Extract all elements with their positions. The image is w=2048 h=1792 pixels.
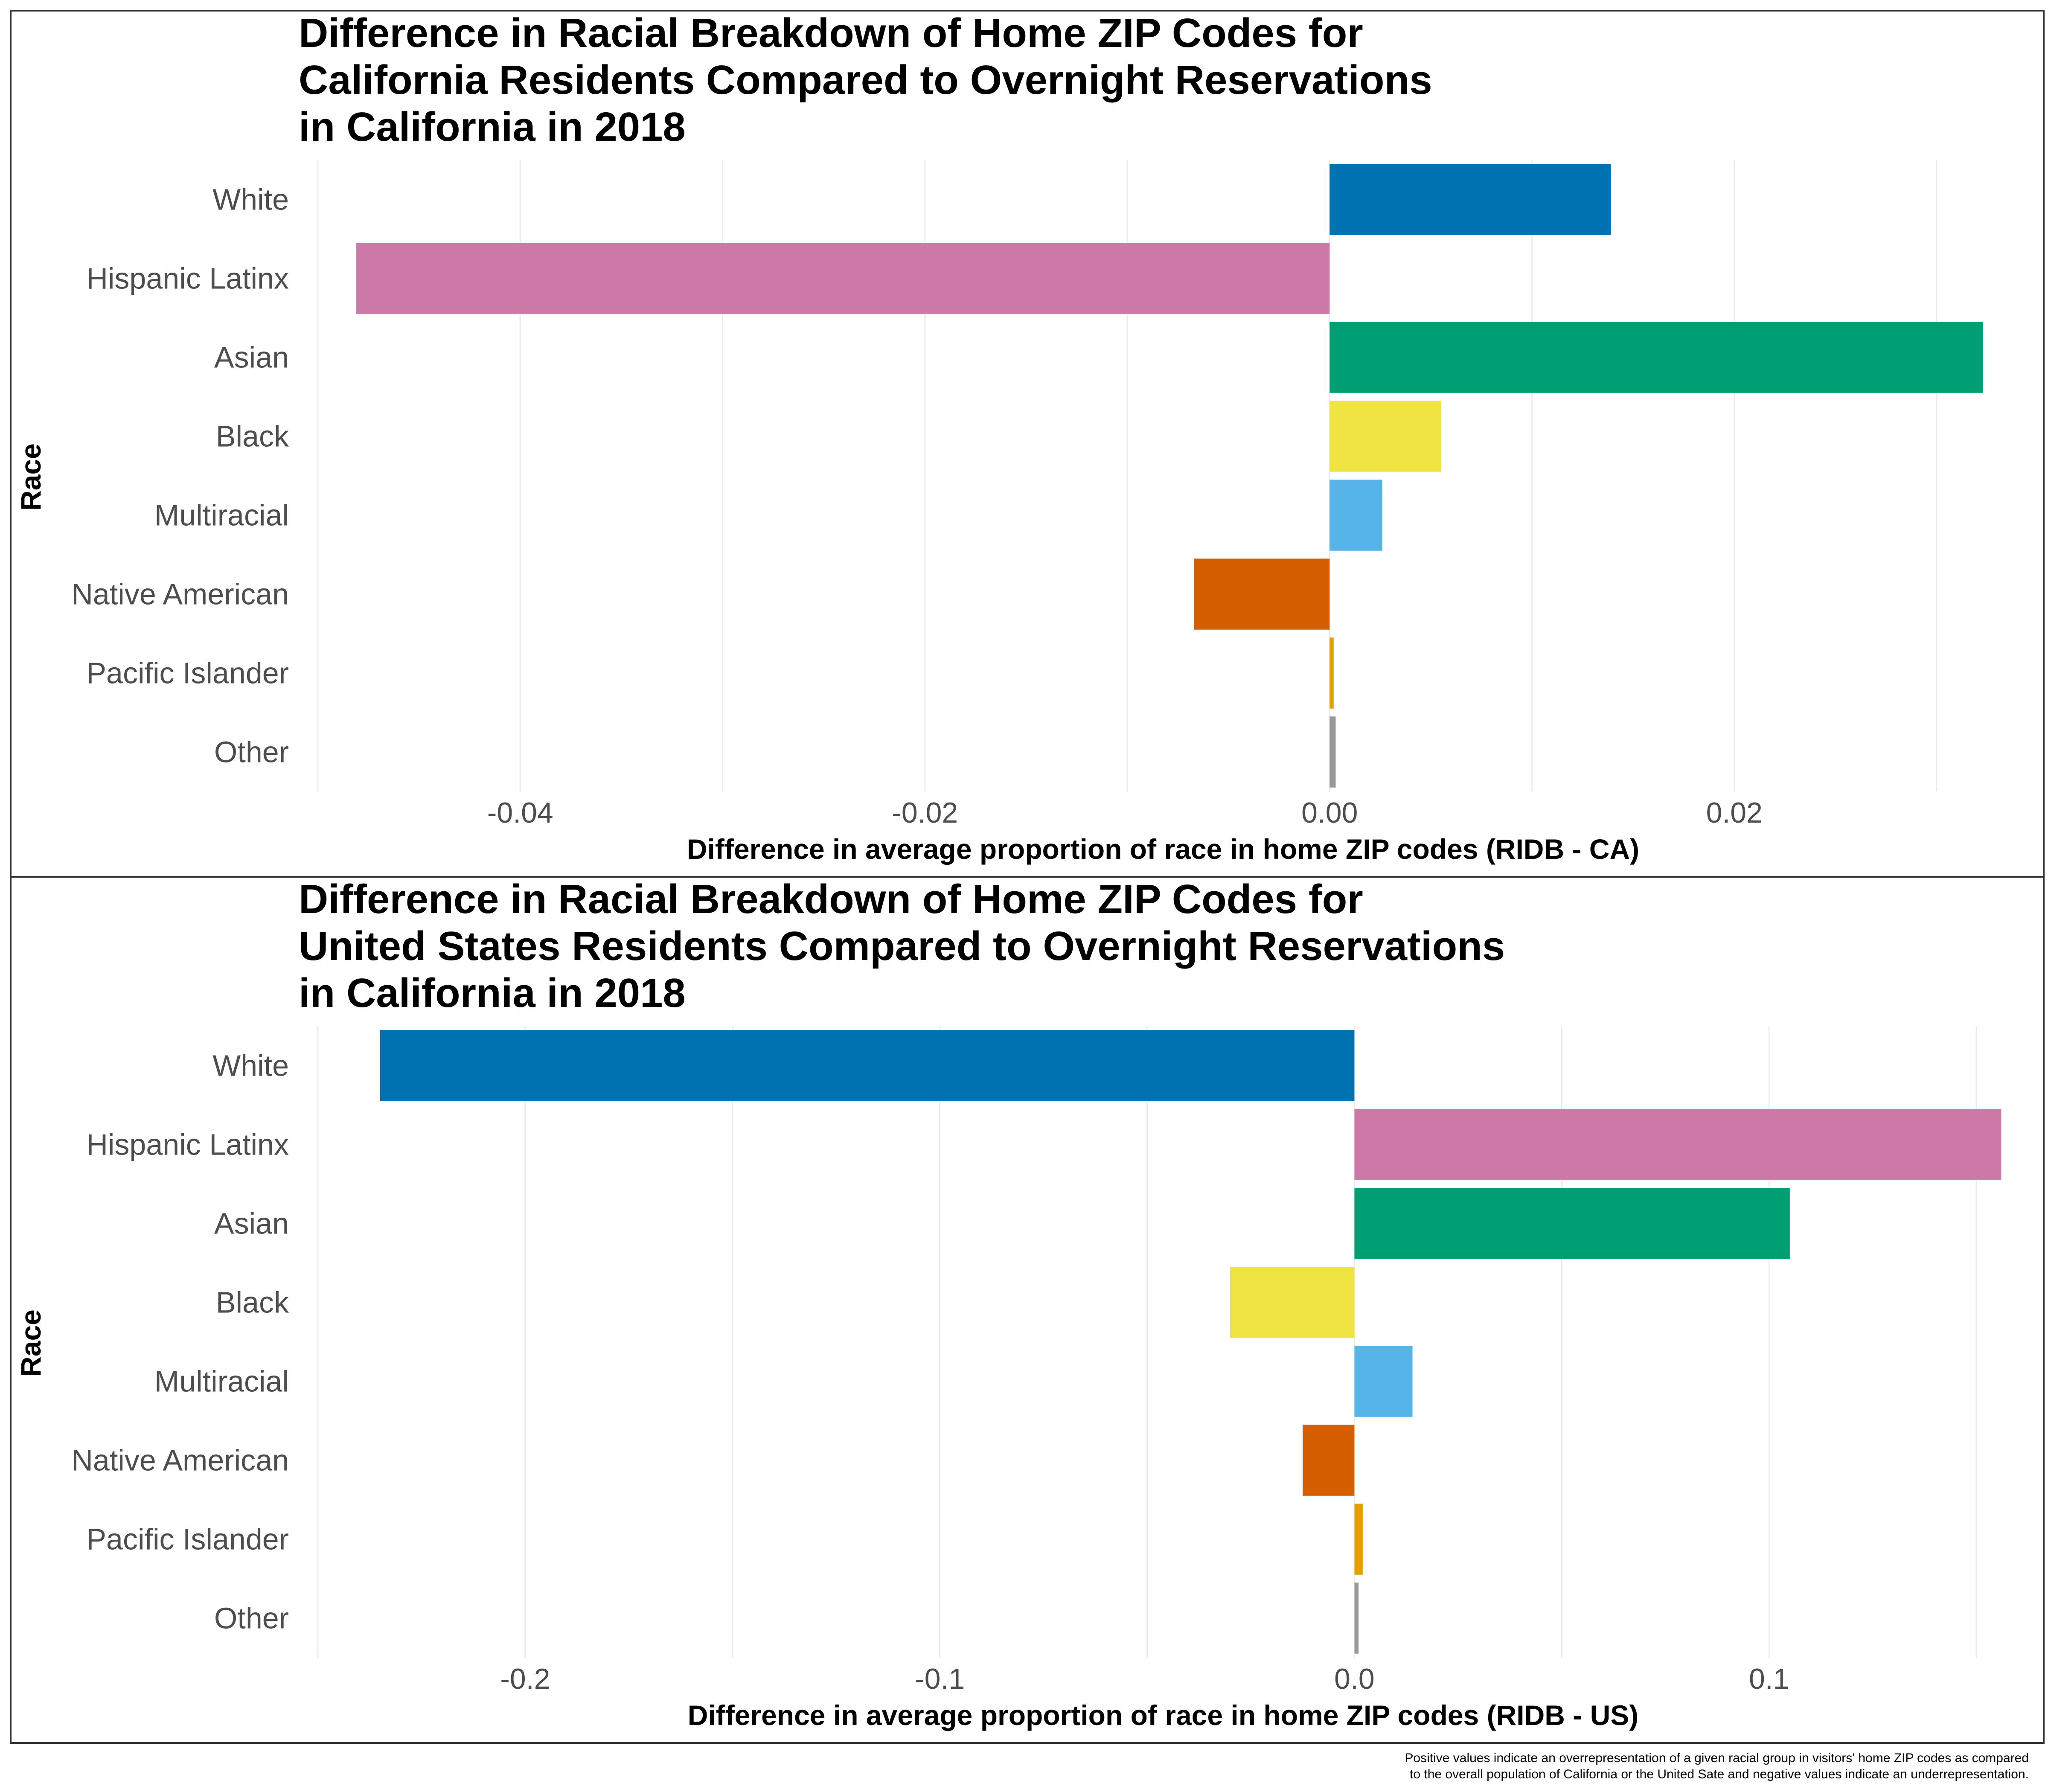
x-tick-label: 0.02 [1706,797,1763,829]
category-label: Hispanic Latinx [86,1128,289,1161]
bar-multiracial [1329,480,1382,551]
bar-hispanic-latinx [1354,1109,2001,1180]
category-label: Other [214,1602,289,1635]
bar-pacific-islander [1329,637,1334,709]
bar-other [1329,716,1336,788]
x-axis-title: Difference in average proportion of race… [687,833,1639,865]
x-tick-label: -0.02 [892,797,958,829]
x-axis-title: Difference in average proportion of race… [688,1699,1639,1731]
bar-pacific-islander [1354,1504,1363,1575]
x-tick-labels: -0.2 -0.1 0.0 0.1 [500,1663,1789,1695]
category-label: Other [214,736,289,769]
chart-title-line-2: United States Residents Compared to Over… [299,923,1505,969]
chart-title-line-3: in California in 2018 [299,970,686,1016]
category-label: Pacific Islander [86,657,289,690]
bar-asian [1354,1188,1790,1259]
bar-multiracial [1354,1346,1413,1417]
category-label: White [212,1049,289,1082]
bar-white [1329,164,1611,235]
chart-title-line-1: Difference in Racial Breakdown of Home Z… [299,10,1363,56]
gridlines [317,1026,1977,1658]
category-label: Black [216,420,289,453]
category-label: Asian [214,1207,289,1240]
x-tick-label: -0.1 [915,1663,965,1695]
bar-black [1329,401,1441,472]
chart-title-line-2: California Residents Compared to Overnig… [299,57,1432,103]
caption-line-2: to the overall population of California … [1410,1767,2029,1781]
category-label: Multiracial [154,1365,289,1398]
category-labels: White Hispanic Latinx Asian Black Multiracia… [71,183,289,769]
bar-other [1354,1583,1359,1654]
bar-asian [1329,322,1984,393]
bar-white [380,1030,1355,1101]
gridlines [317,160,1937,791]
chart-title-line-1: Difference in Racial Breakdown of Home Z… [299,876,1363,922]
category-label: Native American [71,578,289,611]
x-tick-label: -0.2 [500,1663,550,1695]
chart-title-line-3: in California in 2018 [299,104,686,150]
category-label: Native American [71,1444,289,1477]
bar-hispanic-latinx [356,243,1330,314]
x-tick-labels: -0.04 -0.02 0.00 0.02 [487,797,1763,829]
bars [356,164,1984,788]
caption-line-1: Positive values indicate an overrepresen… [1405,1751,2029,1765]
x-tick-label: 0.0 [1334,1663,1375,1695]
category-label: Asian [214,341,289,374]
x-tick-label: -0.04 [487,797,553,829]
bar-native-american [1302,1425,1355,1496]
category-label: White [212,183,289,216]
bar-black [1230,1267,1355,1338]
category-label: Pacific Islander [86,1523,289,1556]
chart-panel-ca: Difference in Racial Breakdown of Home Z… [10,10,2045,878]
category-label: Hispanic Latinx [86,262,289,295]
category-labels: White Hispanic Latinx Asian Black Multiracia… [71,1049,289,1635]
bar-native-american [1194,559,1330,630]
x-tick-label: 0.00 [1301,797,1358,829]
y-axis-title: Race [15,443,47,511]
x-tick-label: 0.1 [1749,1663,1789,1695]
panel-border [10,876,2045,1744]
y-axis-title: Race [15,1309,47,1377]
chart-panel-us: Difference in Racial Breakdown of Home Z… [10,876,2045,1744]
bars [380,1030,2001,1654]
category-label: Multiracial [154,499,289,532]
category-label: Black [216,1286,289,1319]
